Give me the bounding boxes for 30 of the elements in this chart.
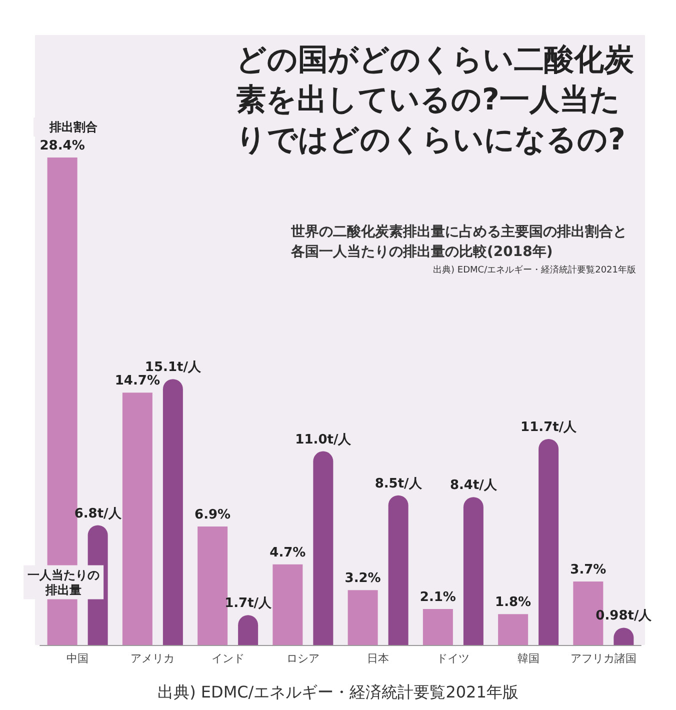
- annotation: 出典) EDMC/エネルギー・経済統計要覧2021年版: [433, 264, 636, 276]
- series-label: 一人当たりの排出量: [28, 568, 100, 597]
- data-label: 8.4t/人: [450, 478, 498, 494]
- data-label: 4.7%: [270, 545, 306, 560]
- x-tick-label: アメリカ: [130, 652, 175, 665]
- data-label: 11.0t/人: [295, 432, 352, 448]
- data-label: 3.2%: [344, 571, 381, 586]
- x-tick-label: ドイツ: [436, 652, 470, 665]
- data-label: 15.1t/人: [144, 360, 202, 376]
- x-tick-label: アフリカ諸国: [570, 652, 636, 665]
- x-tick-label: 中国: [66, 652, 89, 665]
- text: 世界の二酸化炭素排出量に占める主要国の排出割合と各国一人当たりの排出量の比較(2018年): [290, 223, 627, 260]
- x-tick-label: インド: [211, 652, 244, 665]
- data-label: 11.7t/人: [520, 420, 578, 435]
- data-label: 1.8%: [495, 595, 532, 610]
- data-label: 6.9%: [194, 508, 231, 523]
- data-label: 6.8t/人: [74, 506, 122, 522]
- data-label: 3.7%: [570, 562, 606, 578]
- data-label: 14.7%: [114, 374, 160, 389]
- data-label: 0.98t/人: [596, 608, 653, 624]
- x-tick-label: 日本: [367, 652, 390, 665]
- x-tick-label: 韓国: [517, 652, 540, 665]
- data-label: 1.7t/人: [224, 596, 273, 612]
- series-label: 排出割合: [48, 120, 99, 134]
- x-tick-label: ロシア: [286, 652, 320, 665]
- data-label: 8.5t/人: [374, 476, 423, 492]
- source-note: 出典) EDMC/エネルギー・経済統計要覧2021年版: [158, 682, 518, 702]
- data-label: 28.4%: [40, 138, 85, 154]
- data-label: 2.1%: [420, 590, 456, 605]
- chart-title: どの国がどのくらい二酸化炭素を出しているの?一人当たりではどのくらいになるの?: [236, 42, 634, 158]
